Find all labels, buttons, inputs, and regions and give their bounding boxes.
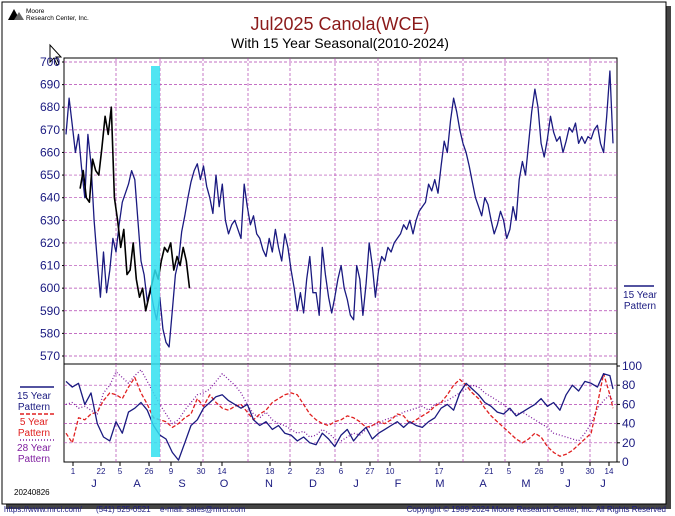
x-tick-label: 14: [218, 467, 227, 476]
month-label: M: [435, 478, 444, 490]
price-y-tick-label: 640: [40, 191, 60, 205]
price-y-tick-label: 580: [40, 326, 60, 340]
month-label: F: [395, 478, 402, 490]
seasonal-y-tick-label: 20: [622, 436, 636, 450]
x-tick-label: 18: [266, 467, 275, 476]
legend-15-line1: 15 Year: [17, 391, 52, 402]
month-label: J: [353, 478, 359, 490]
price-y-tick-label: 690: [40, 78, 60, 92]
legend-28-line1: 28 Year: [17, 443, 52, 454]
x-axis: 1 22 5 26 9 30 14 18 2 23 6 27 10 17 21 5 26 9 30 14 J A S O N D J…: [71, 462, 614, 490]
x-tick-label: 5: [507, 467, 512, 476]
footer-phone: (541) 525-0521: [96, 505, 151, 514]
chart-title: Jul2025 Canola(WCE): [250, 14, 429, 34]
price-y-axis: 570 580 590 600 610 620 630 640 650 660 670 680 690 7…: [40, 55, 64, 363]
price-legend: 15 Year Pattern: [623, 285, 658, 312]
seasonal-legend: 15 Year Pattern 5 Year Pattern 28 Year P…: [17, 386, 54, 465]
x-tick-label: 9: [169, 467, 174, 476]
seasonal-plot-area: [63, 363, 618, 463]
month-label: J: [91, 478, 97, 490]
legend-15-line2: Pattern: [18, 402, 50, 413]
seasonal-y-tick-label: 0: [622, 455, 629, 469]
month-label: A: [133, 478, 141, 490]
x-tick-label: 26: [145, 467, 154, 476]
x-tick-label: 6: [339, 467, 344, 476]
price-y-tick-label: 700: [40, 55, 60, 69]
x-tick-label: 22: [97, 467, 106, 476]
seasonal-y-axis: 0 20 40 60 80 100: [617, 359, 642, 469]
price-legend-line1: 15 Year: [623, 290, 658, 301]
legend-5-line2: Pattern: [18, 428, 50, 439]
price-y-tick-label: 570: [40, 349, 60, 363]
logo: Moore Research Center, Inc.: [8, 8, 89, 22]
month-label: S: [178, 478, 185, 490]
x-tick-label: 5: [118, 467, 123, 476]
price-y-tick-label: 630: [40, 213, 60, 227]
chart-subtitle: With 15 Year Seasonal(2010-2024): [231, 35, 449, 51]
price-contract-line: [79, 106, 191, 312]
price-y-tick-label: 670: [40, 123, 60, 137]
price-plot-area: [63, 57, 618, 365]
footer-email[interactable]: e-mail: sales@mrci.com: [160, 505, 246, 514]
x-tick-label: 2: [288, 467, 293, 476]
price-y-tick-label: 620: [40, 236, 60, 250]
month-label: J: [600, 478, 606, 490]
logo-line1: Moore: [26, 8, 45, 15]
x-tick-label: 17: [435, 467, 444, 476]
price-y-tick-label: 590: [40, 304, 60, 318]
footer-copyright: Copyright © 1989-2024 Moore Research Cen…: [407, 505, 666, 514]
date-stamp: 20240826: [14, 488, 50, 497]
x-tick-label: 30: [197, 467, 206, 476]
x-tick-label: 1: [71, 467, 76, 476]
x-tick-label: 14: [605, 467, 614, 476]
footer-website[interactable]: https://www.mrci.com/: [4, 505, 83, 514]
seasonal-y-tick-label: 80: [622, 378, 636, 392]
month-label: A: [479, 478, 487, 490]
x-tick-label: 30: [586, 467, 595, 476]
price-y-tick-label: 610: [40, 259, 60, 273]
seasonal-y-tick-label: 100: [622, 359, 642, 373]
logo-line2: Research Center, Inc.: [26, 15, 89, 22]
x-tick-label: 23: [316, 467, 325, 476]
x-tick-label: 27: [366, 467, 375, 476]
x-tick-label: 26: [535, 467, 544, 476]
mouse-cursor-icon: [49, 43, 63, 66]
month-label: D: [309, 478, 317, 490]
price-y-tick-label: 680: [40, 100, 60, 114]
price-y-tick-label: 650: [40, 168, 60, 182]
price-panel: 570 580 590 600 610 620 630 640 650 660 670 680 690 7…: [40, 55, 618, 365]
seasonal-panel: 0 20 40 60 80 100: [63, 359, 642, 469]
price-y-tick-label: 660: [40, 145, 60, 159]
month-label: J: [565, 478, 571, 490]
month-label: M: [521, 478, 530, 490]
x-tick-label: 9: [560, 467, 565, 476]
seasonal-y-tick-label: 60: [622, 397, 636, 411]
month-label: N: [265, 478, 273, 490]
x-tick-label: 21: [485, 467, 494, 476]
seasonal-y-tick-label: 40: [622, 417, 636, 431]
month-label: O: [220, 478, 229, 490]
logo-mountain-2-icon: [14, 12, 24, 20]
highlight-band: [151, 66, 160, 457]
price-legend-line2: Pattern: [624, 301, 656, 312]
legend-28-line2: Pattern: [18, 454, 50, 465]
x-tick-label: 10: [386, 467, 395, 476]
price-y-tick-label: 600: [40, 281, 60, 295]
legend-5-line1: 5 Year: [20, 417, 49, 428]
